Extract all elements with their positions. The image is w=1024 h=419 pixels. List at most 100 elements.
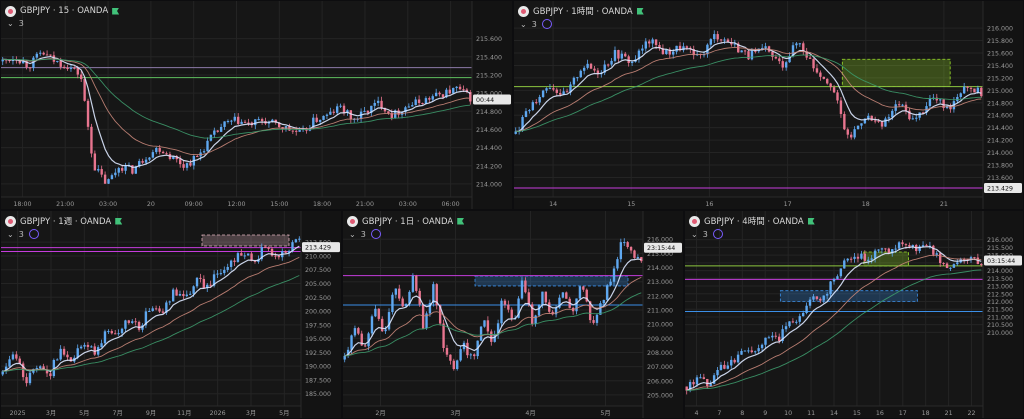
candle-body [825, 294, 829, 296]
y-tick-label: 211.000 [647, 308, 673, 315]
candle-body [212, 274, 216, 286]
candle-body [80, 74, 83, 80]
flag-icon[interactable] [112, 7, 120, 15]
chart-panel-gbpjpy-1w[interactable]: 212.500210.000207.500205.000202.500200.0… [1, 211, 341, 418]
candle-body [636, 257, 640, 259]
chart-header[interactable]: GBPJPY · 1時間 · OANDA [518, 4, 644, 18]
candle-body [976, 87, 980, 93]
x-tick-label: 03:00 [399, 201, 417, 208]
indicator-toggle[interactable]: ⌄ 3 [349, 229, 381, 239]
moving-average-line [686, 269, 982, 392]
candle-body [719, 364, 723, 370]
candle-body [421, 102, 424, 104]
chart-header[interactable]: GBPJPY · 1日 · OANDA [347, 214, 465, 228]
chart-panel-gbpjpy-4h[interactable]: 216.000215.500215.000214.500214.000213.5… [685, 211, 1023, 418]
candle-body [357, 328, 360, 334]
chevron-down-icon[interactable]: ⌄ [349, 229, 356, 239]
candle-body [237, 116, 240, 124]
candle-body [510, 309, 513, 319]
candle-body [175, 289, 178, 296]
candle-body [226, 121, 230, 123]
candle-body [185, 294, 188, 297]
candle-body [966, 86, 969, 88]
chart-header[interactable]: GBPJPY · 4時間 · OANDA [689, 214, 815, 228]
eye-icon[interactable] [28, 229, 39, 239]
flag-icon[interactable] [457, 217, 465, 225]
candle-body [107, 331, 110, 333]
chevron-down-icon[interactable]: ⌄ [7, 19, 14, 28]
x-tick-label: 5月 [79, 409, 89, 417]
candle-body [822, 295, 825, 301]
indicator-toggle[interactable]: ⌄ 3 [7, 229, 39, 239]
candle-body [124, 165, 127, 171]
candle-body [747, 350, 750, 352]
candle-body [942, 263, 945, 265]
candle-body [850, 134, 853, 138]
eye-icon[interactable] [370, 229, 381, 239]
indicator-count: 3 [360, 229, 366, 239]
candle-body [206, 284, 209, 289]
x-tick-label: 5月 [600, 409, 610, 417]
y-tick-label: 192.500 [305, 350, 331, 357]
flag-icon[interactable] [115, 217, 123, 225]
candle-body [897, 242, 901, 249]
candle-body [524, 280, 527, 293]
eye-icon[interactable] [712, 229, 723, 239]
candle-body [298, 238, 301, 240]
candle-body [699, 377, 702, 379]
candle-body [192, 286, 195, 294]
candle-body [771, 335, 774, 338]
symbol-label: GBPJPY · 1時間 · OANDA [533, 7, 633, 17]
chart-header[interactable]: GBPJPY · 1週 · OANDA [5, 214, 123, 228]
candle-body [236, 253, 240, 262]
chart-header[interactable]: GBPJPY · 15 · OANDA [5, 4, 120, 18]
candle-body [685, 386, 688, 391]
flag-icon[interactable] [636, 7, 644, 15]
candle-body [527, 292, 530, 305]
candle-body [312, 117, 315, 129]
chart-panel-gbpjpy-15m[interactable]: 215.600 215.400 215.200 215.000 214.800 214.6… [1, 1, 512, 209]
candle-body [562, 91, 565, 95]
candle-body [726, 39, 730, 43]
candle-body [938, 253, 942, 264]
candle-body [21, 363, 25, 378]
candle-body [264, 246, 267, 248]
candle-body [617, 50, 620, 59]
y-tick-label: 214.600 [987, 113, 1013, 120]
candle-body [435, 284, 438, 306]
indicator-toggle[interactable]: ⌄ 3 [7, 19, 24, 28]
candle-body [137, 321, 141, 330]
candle-body [274, 119, 277, 123]
chevron-down-icon[interactable]: ⌄ [520, 19, 527, 29]
indicator-toggle[interactable]: ⌄ 3 [520, 19, 552, 29]
moving-average-line [344, 258, 642, 357]
moving-average-line [2, 275, 300, 372]
candle-body [8, 359, 11, 367]
candle-body [582, 67, 586, 71]
candle-body [606, 64, 610, 66]
indicator-toggle[interactable]: ⌄ 3 [691, 229, 723, 239]
candle-body [380, 100, 383, 109]
candle-body [767, 337, 771, 339]
eye-icon[interactable] [541, 19, 552, 29]
chevron-down-icon[interactable]: ⌄ [7, 229, 14, 239]
candle-body [629, 246, 633, 251]
symbol-icon [689, 215, 700, 227]
chart-panel-gbpjpy-1h[interactable]: 216.000 215.800 215.600 215.400 215.200 215.0… [514, 1, 1023, 209]
candle-body [918, 246, 921, 251]
candle-body [421, 304, 425, 329]
candle-body [103, 331, 107, 344]
candle-body [798, 43, 802, 45]
candle-body [383, 108, 387, 112]
candle-body [1, 371, 4, 375]
candle-body [490, 331, 493, 342]
flag-icon[interactable] [807, 217, 815, 225]
candle-body [514, 131, 517, 134]
chart-panel-gbpjpy-1d[interactable]: 216.000 215.000 214.000 213.000 212.000 211.0… [343, 211, 683, 418]
candle-body [942, 99, 945, 109]
time-axis [514, 197, 983, 209]
candle-body [151, 308, 154, 311]
y-tick-label: 212.000 [987, 299, 1013, 306]
chevron-down-icon[interactable]: ⌄ [691, 229, 698, 239]
